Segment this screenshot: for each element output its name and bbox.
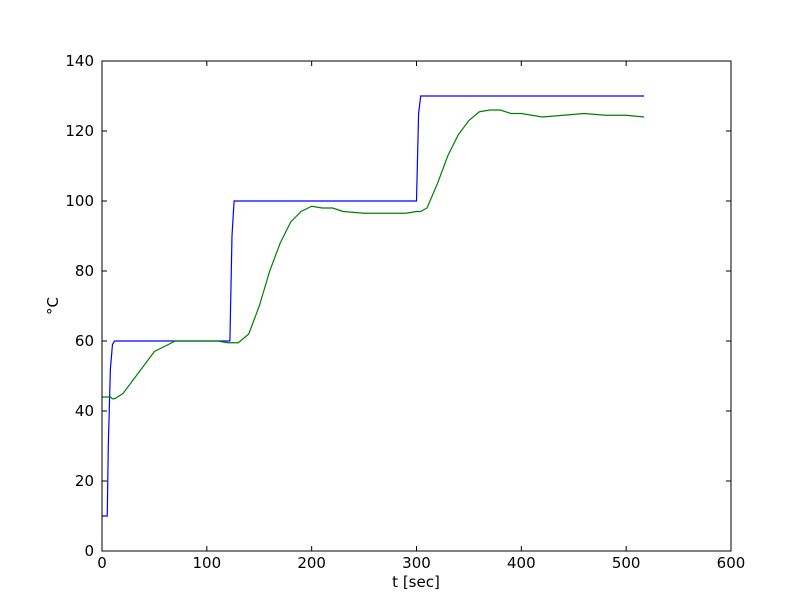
x-tick-label: 200 <box>297 554 326 572</box>
y-tick-label: 60 <box>75 332 94 350</box>
x-tick-label: 600 <box>717 554 746 572</box>
x-tick-label: 300 <box>402 554 431 572</box>
x-tick-label: 0 <box>97 554 107 572</box>
y-axis-label: °C <box>44 297 62 315</box>
x-tick-label: 100 <box>193 554 222 572</box>
y-tick-label: 20 <box>75 472 94 490</box>
y-tick-label: 120 <box>65 122 94 140</box>
y-tick-label: 40 <box>75 402 94 420</box>
y-tick-label: 100 <box>65 192 94 210</box>
y-tick-label: 140 <box>65 52 94 70</box>
y-tick-label: 80 <box>75 262 94 280</box>
x-axis-label: t [sec] <box>392 573 440 591</box>
x-tick-label: 400 <box>507 554 536 572</box>
data-line <box>102 109 645 400</box>
data-line <box>102 95 644 517</box>
plot-frame <box>101 60 732 552</box>
x-tick-label: 500 <box>612 554 641 572</box>
y-tick-label: 0 <box>84 542 94 560</box>
